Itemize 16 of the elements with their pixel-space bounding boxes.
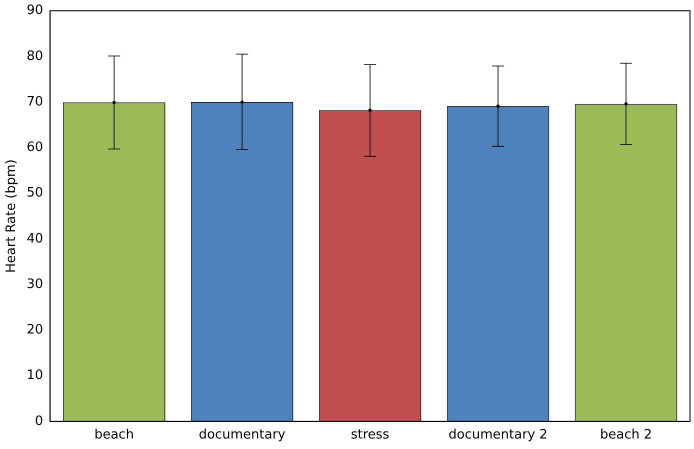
x-tick-label: documentary bbox=[198, 428, 286, 443]
y-axis-title: Heart Rate (bpm) bbox=[4, 159, 20, 273]
y-tick-label: 0 bbox=[34, 414, 44, 429]
x-tick-label: beach 2 bbox=[600, 428, 652, 443]
y-tick-label: 10 bbox=[26, 368, 44, 384]
x-tick-label: documentary 2 bbox=[448, 428, 548, 443]
y-tick-label: 80 bbox=[26, 48, 44, 64]
y-tick-label: 40 bbox=[26, 231, 44, 246]
y-tick-label: 50 bbox=[26, 186, 44, 201]
y-tick-label: 70 bbox=[26, 94, 44, 110]
y-tick-label: 30 bbox=[26, 276, 44, 292]
x-tick-label: beach bbox=[94, 428, 134, 443]
x-tick-label: stress bbox=[350, 428, 390, 443]
y-tick-label: 20 bbox=[26, 322, 44, 338]
y-tick-label: 90 bbox=[26, 3, 44, 18]
y-tick-label: 60 bbox=[26, 140, 44, 156]
